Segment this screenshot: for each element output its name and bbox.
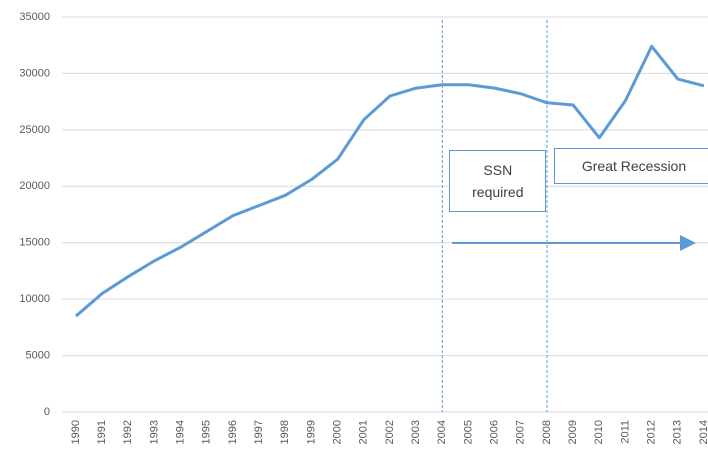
x-tick-label: 2004 — [436, 420, 448, 444]
x-tick-label: 1991 — [96, 420, 108, 444]
x-tick-label: 2012 — [646, 420, 658, 444]
y-tick-label: 25000 — [19, 124, 50, 136]
x-tick-label: 1996 — [227, 420, 239, 444]
y-tick-label: 20000 — [19, 180, 50, 192]
x-tick-label: 2007 — [515, 420, 527, 444]
x-tick-label: 1999 — [305, 420, 317, 444]
x-tick-label: 1992 — [122, 420, 134, 444]
x-tick-label: 2000 — [332, 420, 344, 444]
x-tick-label: 2005 — [462, 420, 474, 444]
x-tick-label: 1993 — [148, 420, 160, 444]
y-tick-label: 0 — [44, 406, 50, 418]
x-tick-label: 2003 — [410, 420, 422, 444]
y-tick-label: 35000 — [19, 11, 50, 23]
x-tick-label: 2010 — [593, 420, 605, 444]
y-tick-label: 15000 — [19, 237, 50, 249]
annotation: SSN required — [449, 150, 547, 212]
x-tick-label: 2014 — [698, 420, 708, 444]
x-tick-label: 1998 — [279, 420, 291, 444]
y-tick-label: 10000 — [19, 293, 50, 305]
x-tick-label: 1997 — [253, 420, 265, 444]
y-tick-label: 5000 — [26, 349, 50, 361]
x-tick-label: 2013 — [672, 420, 684, 444]
y-tick-label: 30000 — [19, 67, 50, 79]
x-tick-label: 2009 — [567, 420, 579, 444]
annotation: Great Recession — [554, 148, 708, 184]
line — [75, 44, 705, 318]
x-tick-label: 2008 — [541, 420, 553, 444]
x-tick-label: 1995 — [201, 420, 213, 444]
x-tick-label: 2011 — [619, 420, 631, 444]
x-tick-label: 1990 — [70, 420, 82, 444]
x-tick-label: 2001 — [358, 420, 370, 444]
x-tick-label: 2002 — [384, 420, 396, 444]
x-tick-label: 1994 — [175, 420, 187, 444]
x-tick-label: 2006 — [489, 420, 501, 444]
